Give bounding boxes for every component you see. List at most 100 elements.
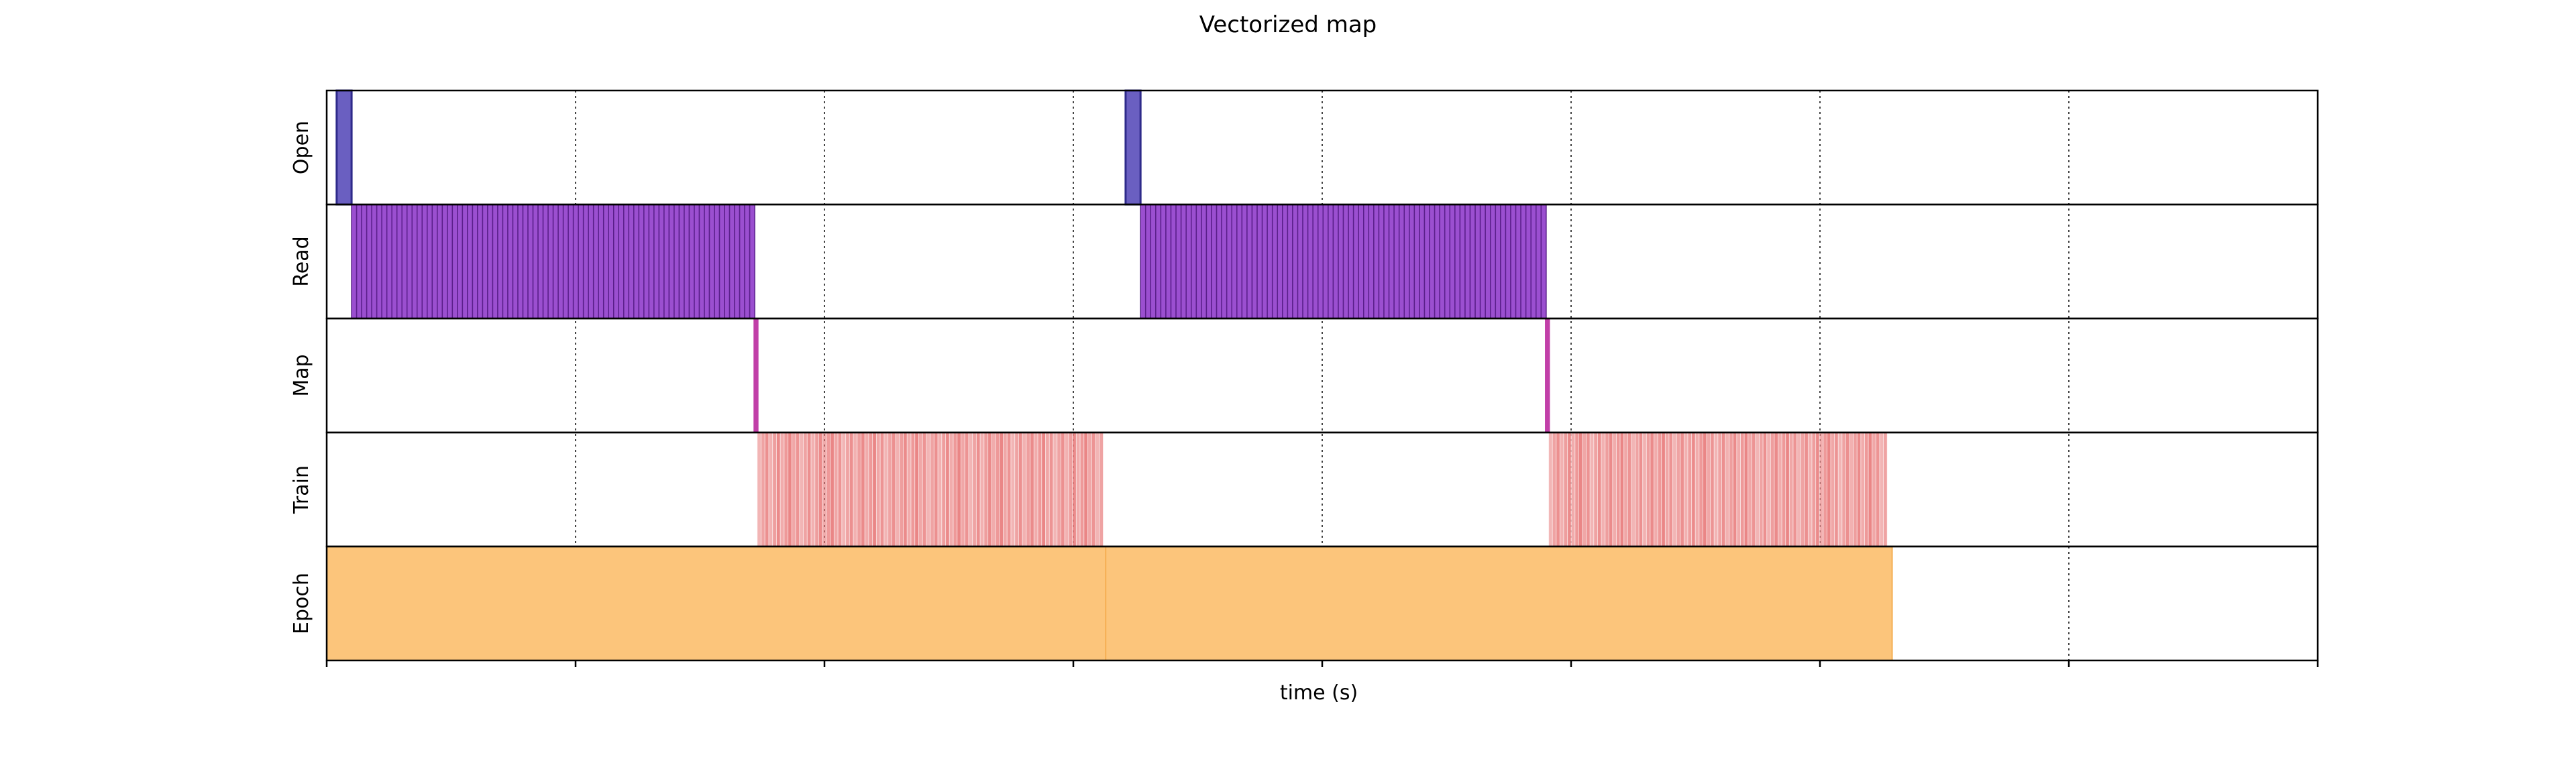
read-slice	[1175, 204, 1182, 319]
read-slice	[734, 204, 741, 319]
train-slice	[1751, 432, 1756, 547]
read-slice	[1267, 204, 1273, 319]
train-slice	[775, 432, 781, 547]
train-slice	[1710, 432, 1715, 547]
read-slice	[1307, 204, 1313, 319]
read-slice	[1231, 204, 1238, 319]
train-slice	[1717, 432, 1722, 547]
chart-marks	[326, 89, 1893, 661]
read-slice	[371, 204, 378, 319]
train-slice	[995, 432, 1000, 547]
read-slice	[527, 204, 534, 319]
read-slice	[572, 204, 579, 319]
read-slice	[1459, 204, 1466, 319]
read-slice	[1439, 204, 1446, 319]
read-slice	[1495, 204, 1501, 319]
read-slice	[602, 204, 610, 319]
read-slice	[1277, 204, 1283, 319]
read-slice	[1251, 204, 1258, 319]
train-slice	[1650, 432, 1655, 547]
train-slice	[1687, 432, 1693, 547]
read-slice	[361, 204, 368, 319]
train-slice	[1725, 432, 1730, 547]
read-slice	[512, 204, 519, 319]
train-slice	[983, 432, 989, 547]
read-slice	[1358, 204, 1364, 319]
train-slice	[1053, 432, 1058, 547]
epoch-bar	[326, 546, 1107, 661]
read-slice	[366, 204, 372, 319]
train-slice	[806, 432, 812, 547]
train-slice	[1646, 432, 1651, 547]
train-slice	[1010, 432, 1016, 547]
train-slice	[1049, 432, 1054, 547]
read-slice	[648, 204, 655, 319]
read-slice	[1510, 204, 1517, 319]
read-slice	[351, 204, 358, 319]
read-slice	[724, 204, 731, 319]
read-slice	[376, 204, 382, 319]
train-slice	[1095, 432, 1100, 547]
train-slice	[1766, 432, 1771, 547]
read-slice	[1144, 204, 1152, 319]
read-slice	[472, 204, 478, 319]
read-slice	[497, 204, 504, 319]
read-slice	[698, 204, 705, 319]
train-slice	[1091, 432, 1096, 547]
train-slice	[1879, 432, 1884, 547]
read-slice	[1530, 204, 1537, 319]
train-slice	[930, 432, 934, 547]
train-slice	[1815, 432, 1820, 547]
read-slice	[482, 204, 488, 319]
train-slice	[1079, 432, 1085, 547]
read-slice	[562, 204, 569, 319]
train-slice	[1586, 432, 1591, 547]
read-slice	[1409, 204, 1415, 319]
train-slice	[1788, 432, 1794, 547]
train-slice	[845, 432, 850, 547]
train-slice	[1589, 432, 1595, 547]
train-slice	[875, 432, 881, 547]
read-slice	[1287, 204, 1293, 319]
read-slice	[1449, 204, 1456, 319]
read-slice	[582, 204, 589, 319]
read-slice	[1424, 204, 1430, 319]
read-slice	[381, 204, 388, 319]
read-slice	[1328, 204, 1334, 319]
read-slice	[507, 204, 514, 319]
read-slice	[1292, 204, 1299, 319]
read-slice	[704, 204, 710, 319]
train-slice	[1559, 432, 1564, 547]
read-slice	[1185, 204, 1192, 319]
train-slice	[922, 432, 927, 547]
train-slice	[1748, 432, 1752, 547]
train-slice	[833, 432, 839, 547]
read-slice	[1282, 204, 1289, 319]
read-slice	[1469, 204, 1476, 319]
train-slice	[1099, 432, 1104, 547]
read-slice	[1216, 204, 1222, 319]
train-slice	[1721, 432, 1726, 547]
train-slice	[1830, 432, 1835, 547]
train-slice	[1860, 432, 1866, 547]
train-slice	[784, 432, 789, 547]
train-slice	[1837, 432, 1843, 547]
train-slice	[914, 432, 919, 547]
train-slice	[1072, 432, 1077, 547]
read-slice	[1464, 204, 1471, 319]
train-slice	[864, 432, 869, 547]
train-slice	[1060, 432, 1065, 547]
train-slice	[1819, 432, 1824, 547]
read-slice	[427, 204, 433, 319]
train-slice	[1030, 432, 1034, 547]
read-slice	[708, 204, 715, 319]
train-slice	[1612, 432, 1617, 547]
train-slice	[999, 432, 1004, 547]
train-slice	[1661, 432, 1666, 547]
row-frame-train	[325, 431, 2319, 548]
read-slice	[547, 204, 554, 319]
train-slice	[1664, 432, 1670, 547]
read-slice	[694, 204, 700, 319]
read-slice	[729, 204, 735, 319]
